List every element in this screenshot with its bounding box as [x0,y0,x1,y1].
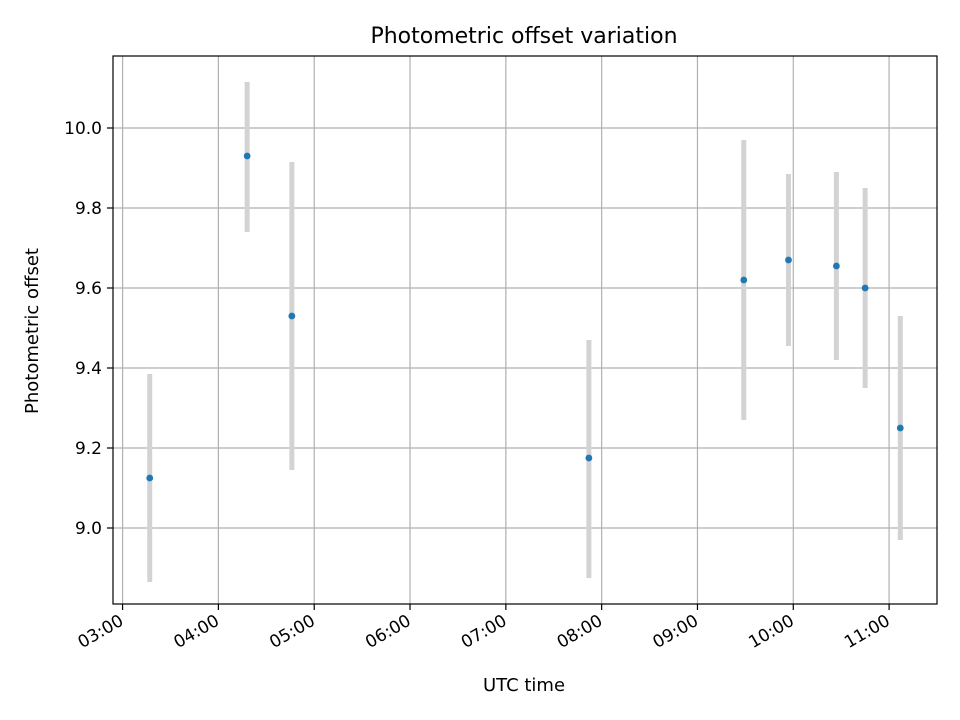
y-axis-ticks: 9.0 9.2 9.4 9.6 9.8 10.0 [64,119,113,539]
y-axis-label: Photometric offset [22,248,43,414]
x-tick-label: 10:00 [745,611,797,653]
data-point [832,262,840,270]
y-tick-label: 9.0 [75,519,102,539]
x-tick-label: 09:00 [650,611,702,653]
data-point [896,424,904,432]
data-point [740,276,748,284]
grid [113,56,937,604]
data-point [585,454,593,462]
error-bars [147,82,903,582]
x-tick-label: 03:00 [75,611,127,653]
x-axis-ticks: 03:00 04:00 05:00 06:00 07:00 08:00 09:00 10:00… [75,604,894,653]
y-tick-label: 9.2 [75,439,102,459]
x-tick-label: 08:00 [554,611,606,653]
data-point [243,152,251,160]
y-tick-label: 9.6 [75,279,102,299]
x-tick-label: 06:00 [362,611,414,653]
x-tick-label: 04:00 [170,611,222,653]
x-tick-label: 07:00 [458,611,510,653]
x-tick-label: 11:00 [841,611,893,653]
chart-title: Photometric offset variation [370,24,677,49]
x-tick-label: 05:00 [266,611,318,653]
plot-frame [112,55,938,605]
x-axis-label: UTC time [483,675,565,696]
data-point [288,312,296,320]
y-tick-label: 10.0 [64,119,102,139]
data-point [861,284,869,292]
data-points [146,152,904,482]
y-tick-label: 9.4 [75,359,102,379]
data-point [785,256,792,264]
y-tick-label: 9.8 [75,199,102,219]
data-point [146,474,154,482]
